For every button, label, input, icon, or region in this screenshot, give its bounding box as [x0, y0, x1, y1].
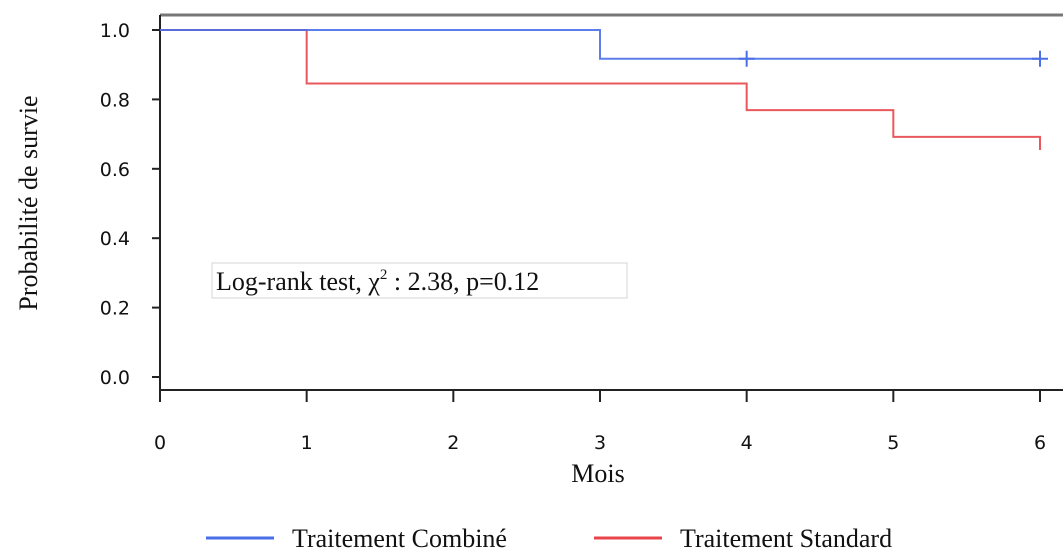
x-tick-label: 5 [887, 432, 899, 454]
censor-mark-0 [1032, 50, 1048, 67]
x-tick-label: 2 [447, 432, 459, 454]
legend-item-combine: Traitement Combiné [206, 524, 507, 553]
y-tick-label: 0.0 [100, 367, 130, 389]
x-tick-label: 0 [154, 432, 166, 454]
y-tick-label: 0.2 [100, 298, 130, 320]
x-tick-label: 3 [594, 432, 606, 454]
y-axis-title: Probabilité de survie [14, 95, 43, 310]
y-axis: 0.0 0.2 0.4 0.6 0.8 1.0 [100, 20, 160, 389]
legend: Traitement Combiné Traitement Standard [206, 524, 892, 553]
plot-frame [159, 13, 1063, 391]
legend-label-standard: Traitement Standard [680, 524, 892, 553]
x-tick-label: 6 [1034, 432, 1046, 454]
censor-mark-0 [738, 50, 755, 67]
annotation-text: Log-rank test, χ2 : 2.38, p=0.12 [216, 267, 539, 296]
legend-label-combine: Traitement Combiné [292, 524, 507, 553]
y-tick-label: 0.6 [100, 159, 130, 181]
y-tick-label: 1.0 [100, 20, 130, 42]
x-tick-label: 1 [301, 432, 313, 454]
log-rank-annotation: Log-rank test, χ2 : 2.38, p=0.12 [211, 262, 628, 299]
y-tick-label: 0.8 [100, 89, 130, 111]
series-line-0 [160, 29, 1040, 60]
annotation-box [211, 262, 628, 299]
x-tick-label: 4 [741, 432, 753, 454]
series-line-1 [160, 29, 1041, 151]
x-axis: 0 1 2 3 4 5 6 [154, 390, 1046, 454]
x-axis-title: Mois [571, 459, 624, 488]
y-tick-label: 0.4 [100, 228, 130, 250]
legend-item-standard: Traitement Standard [594, 524, 892, 553]
series-layer [160, 29, 1048, 151]
